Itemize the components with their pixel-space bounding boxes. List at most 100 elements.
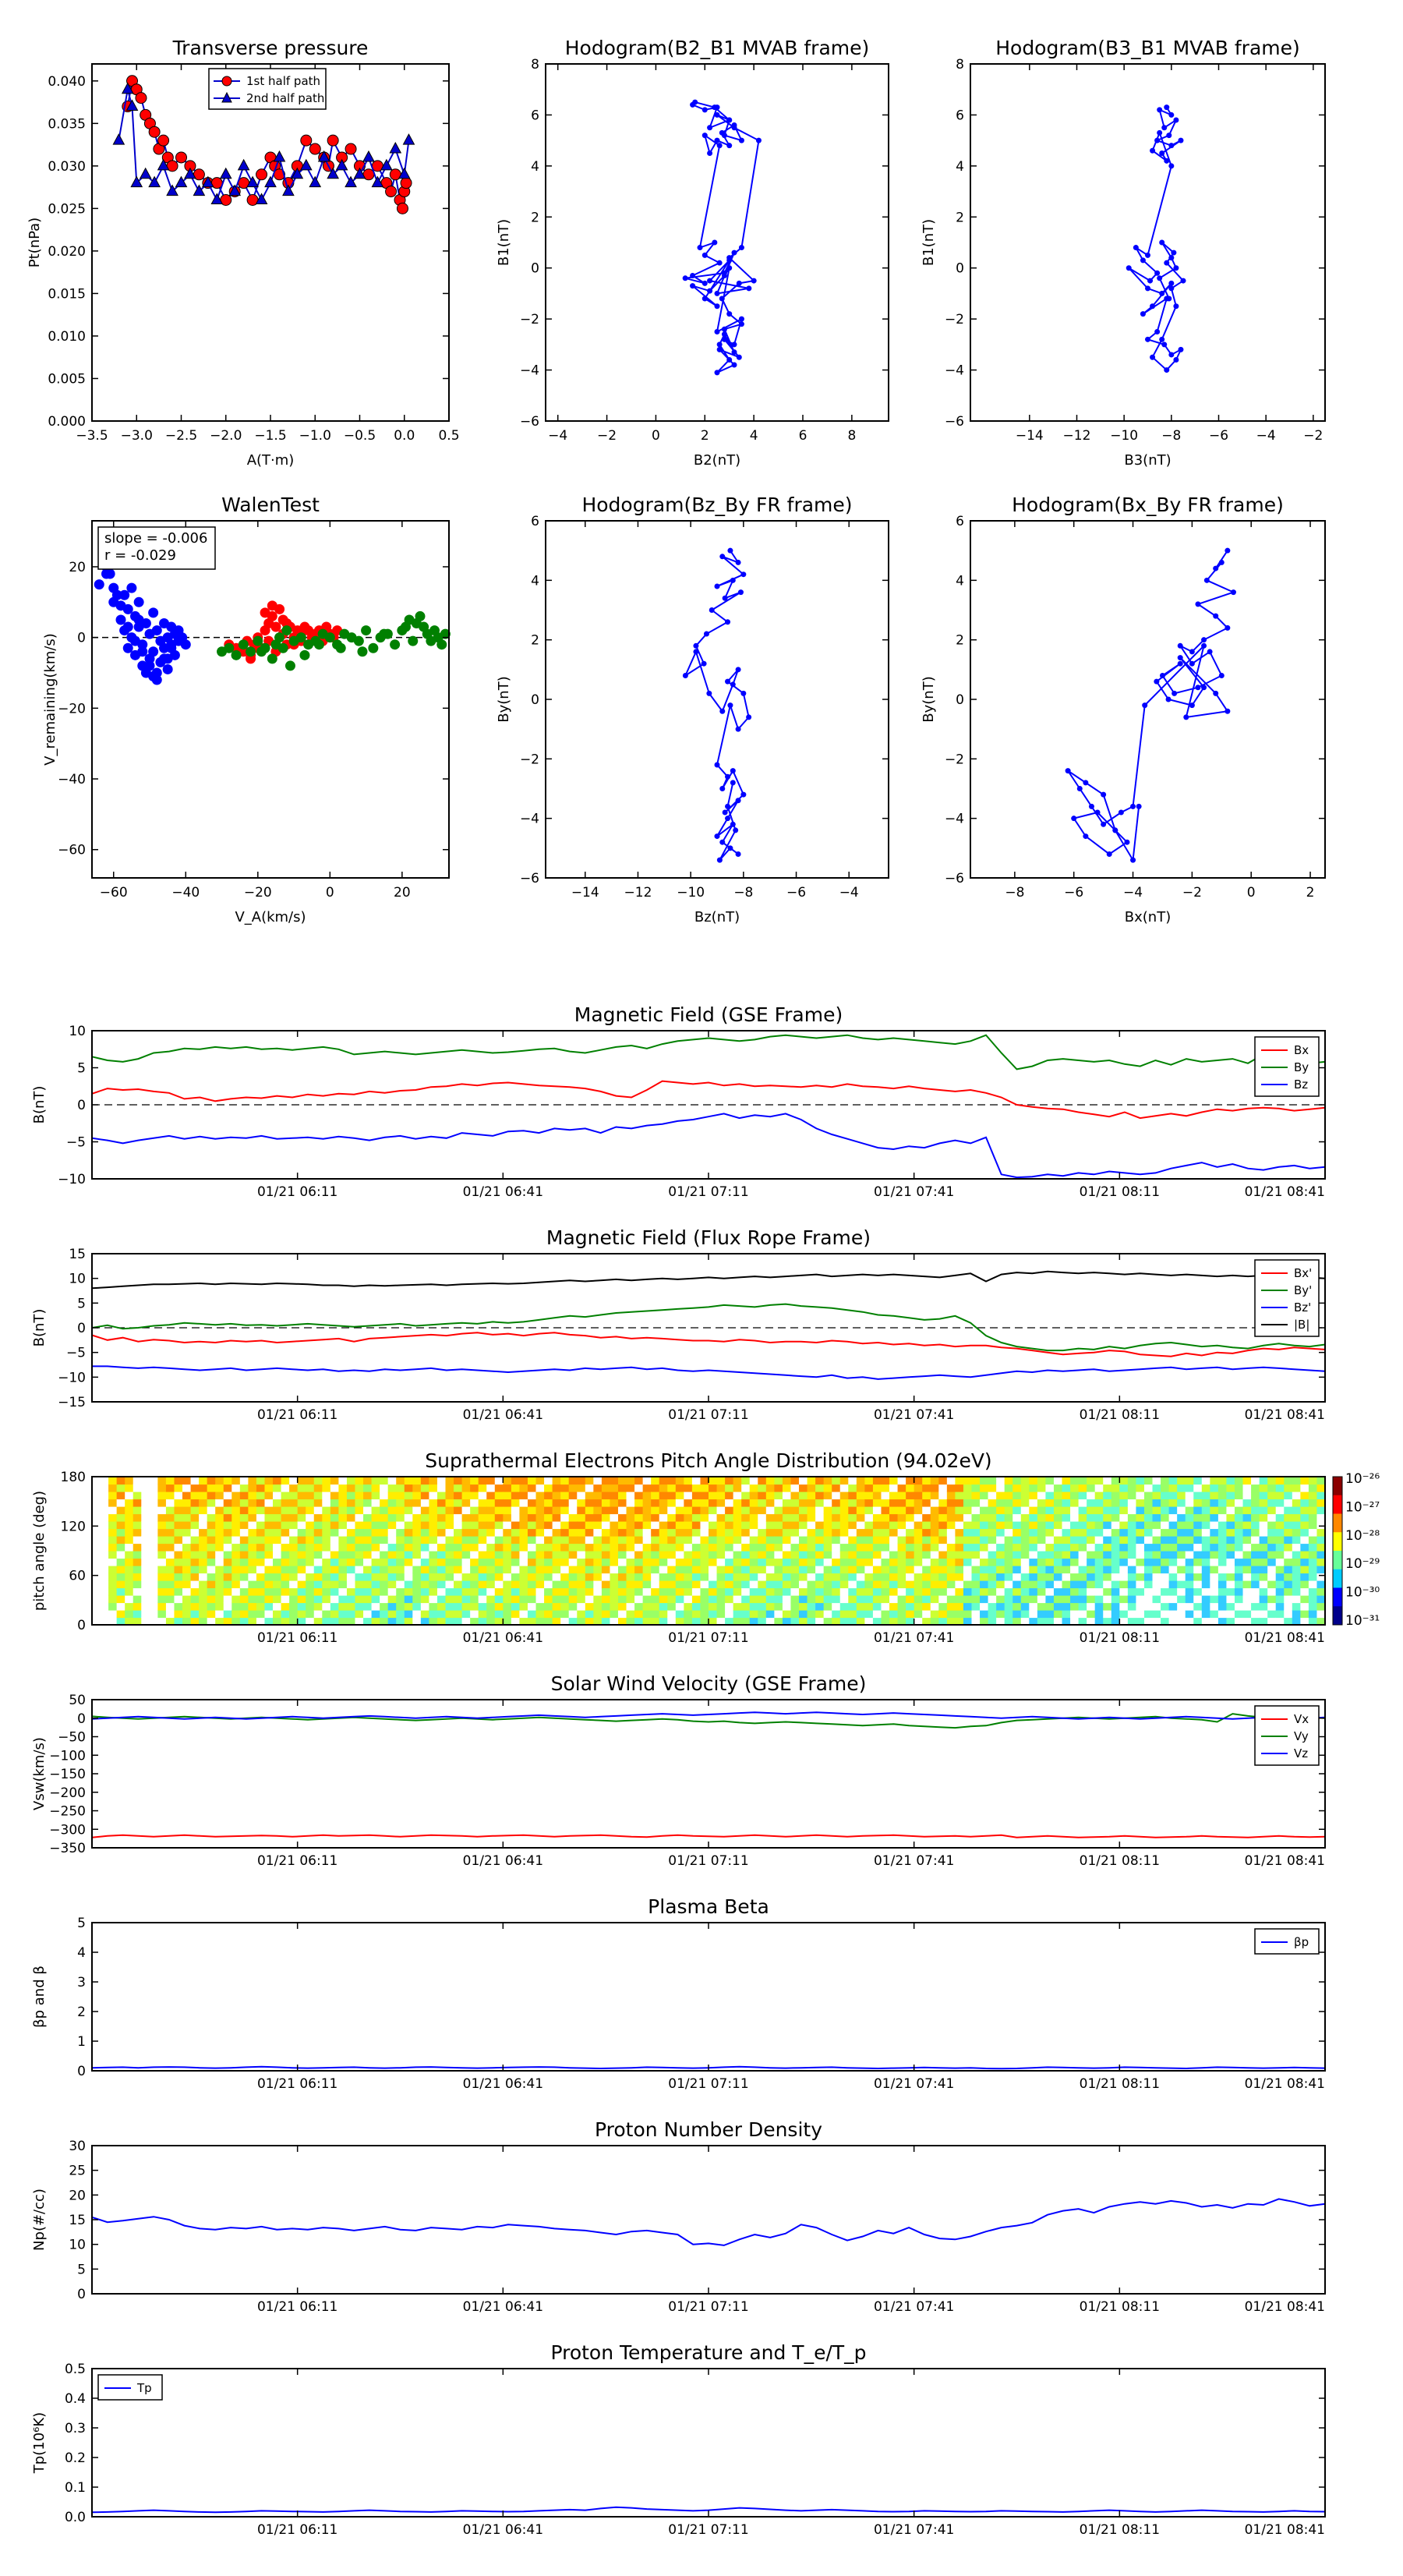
heatmap-cell — [157, 1528, 167, 1537]
heatmap-cell — [1234, 1521, 1244, 1530]
heatmap-cell — [634, 1617, 644, 1626]
heatmap-cell — [281, 1558, 290, 1566]
heatmap-cell — [470, 1506, 479, 1515]
heatmap-cell — [404, 1477, 413, 1485]
heatmap-cell — [1177, 1499, 1186, 1507]
time-tick-label: 01/21 06:11 — [257, 1184, 337, 1200]
heatmap-cell — [412, 1499, 422, 1507]
heatmap-cell — [691, 1491, 702, 1500]
heatmap-cell — [100, 1499, 109, 1507]
heatmap-cell — [396, 1587, 405, 1596]
heatmap-cell — [371, 1506, 380, 1515]
heatmap-cell — [1267, 1506, 1277, 1515]
heatmap-cell — [848, 1528, 857, 1537]
heatmap-cell — [667, 1595, 677, 1604]
heatmap-cell — [470, 1528, 479, 1537]
heatmap-cell — [700, 1528, 709, 1537]
y-tick-label: −15 — [58, 1395, 86, 1410]
heatmap-cell — [108, 1528, 118, 1537]
data-point — [1230, 589, 1236, 596]
heatmap-cell — [790, 1595, 800, 1604]
data-point — [682, 672, 688, 678]
heatmap-cell — [100, 1521, 109, 1530]
heatmap-cell — [955, 1484, 964, 1492]
heatmap-cell — [938, 1499, 948, 1507]
heatmap-cell — [864, 1595, 874, 1604]
data-point — [253, 635, 263, 646]
heatmap-cell — [856, 1506, 865, 1515]
heatmap-cell — [1111, 1543, 1120, 1552]
heatmap-cell — [239, 1543, 249, 1552]
heatmap-cell — [864, 1536, 874, 1545]
heatmap-cell — [199, 1558, 208, 1566]
heatmap-cell — [527, 1573, 537, 1581]
heatmap-cell — [765, 1528, 775, 1537]
heatmap-cell — [404, 1566, 413, 1574]
heatmap-cell — [716, 1558, 726, 1566]
heatmap-cell — [207, 1521, 216, 1530]
heatmap-cell — [306, 1610, 315, 1619]
heatmap-cell — [1103, 1558, 1112, 1566]
heatmap-cell — [330, 1617, 339, 1626]
heatmap-cell — [322, 1617, 331, 1626]
heatmap-cell — [396, 1573, 405, 1581]
data-point — [714, 329, 720, 334]
y-tick-label: 8 — [956, 57, 964, 73]
heatmap-cell — [1119, 1602, 1129, 1611]
heatmap-cell — [1053, 1587, 1063, 1596]
heatmap-cell — [535, 1521, 545, 1530]
heatmap-cell — [125, 1587, 134, 1596]
heatmap-cell — [1045, 1551, 1055, 1559]
heatmap-cell — [470, 1610, 479, 1619]
heatmap-cell — [346, 1484, 356, 1492]
heatmap-cell — [1210, 1521, 1219, 1530]
heatmap-cell — [823, 1477, 832, 1485]
heatmap-cell — [174, 1536, 183, 1545]
heatmap-cell — [454, 1491, 463, 1500]
heatmap-cell — [749, 1617, 758, 1626]
heatmap-cell — [231, 1491, 241, 1500]
heatmap-cell — [281, 1491, 290, 1500]
y-tick-label: −50 — [58, 1730, 86, 1746]
heatmap-cell — [832, 1528, 841, 1537]
heatmap-cell — [322, 1595, 331, 1604]
heatmap-cell — [626, 1521, 635, 1530]
heatmap-cell — [100, 1491, 109, 1500]
heatmap-cell — [839, 1617, 849, 1626]
data-point — [224, 642, 235, 653]
y-tick-label: 0.3 — [65, 2421, 86, 2436]
heatmap-cell — [807, 1491, 816, 1500]
heatmap-cell — [971, 1602, 981, 1611]
heatmap-cell — [149, 1551, 158, 1559]
heatmap-cell — [1193, 1528, 1203, 1537]
heatmap-cell — [1185, 1587, 1194, 1596]
heatmap-cell — [289, 1536, 299, 1545]
heatmap-cell — [116, 1491, 125, 1500]
heatmap-cell — [626, 1617, 635, 1626]
heatmap-cell — [684, 1491, 693, 1500]
heatmap-cell — [165, 1566, 175, 1574]
panel-vel: Solar Wind Velocity (GSE Frame)01/21 06:… — [31, 1672, 1326, 1869]
heatmap-cell — [610, 1543, 619, 1552]
heatmap-cell — [914, 1551, 923, 1559]
heatmap-cell — [273, 1513, 282, 1522]
y-axis-label: Np(#/cc) — [31, 2189, 48, 2251]
heatmap-cell — [429, 1610, 438, 1619]
heatmap-cell — [709, 1587, 718, 1596]
heatmap-cell — [92, 1587, 101, 1596]
x-tick-label: −3.0 — [121, 428, 153, 444]
data-point — [256, 646, 267, 657]
heatmap-cell — [971, 1491, 981, 1500]
data-point — [1150, 303, 1156, 310]
heatmap-cell — [856, 1558, 865, 1566]
heatmap-cell — [675, 1521, 684, 1530]
data-point — [246, 653, 256, 664]
y-tick-label: −4 — [520, 812, 539, 827]
heatmap-cell — [322, 1543, 331, 1552]
heatmap-cell — [306, 1587, 315, 1596]
heatmap-cell — [651, 1484, 660, 1492]
heatmap-cell — [264, 1521, 274, 1530]
heatmap-cell — [100, 1617, 109, 1626]
heatmap-cell — [100, 1558, 109, 1566]
heatmap-cell — [996, 1587, 1005, 1596]
